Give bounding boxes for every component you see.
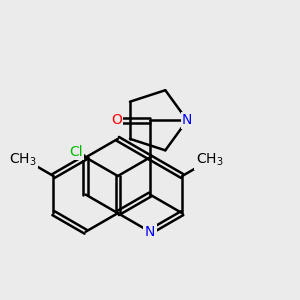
Text: CH$_3$: CH$_3$ bbox=[9, 152, 36, 168]
Text: N: N bbox=[145, 225, 155, 239]
Text: N: N bbox=[182, 113, 192, 127]
Text: O: O bbox=[111, 113, 122, 127]
Text: Cl: Cl bbox=[69, 145, 83, 159]
Text: CH$_3$: CH$_3$ bbox=[196, 152, 223, 168]
